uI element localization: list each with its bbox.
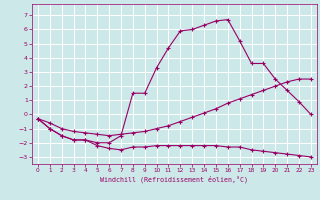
X-axis label: Windchill (Refroidissement éolien,°C): Windchill (Refroidissement éolien,°C) (100, 176, 248, 183)
